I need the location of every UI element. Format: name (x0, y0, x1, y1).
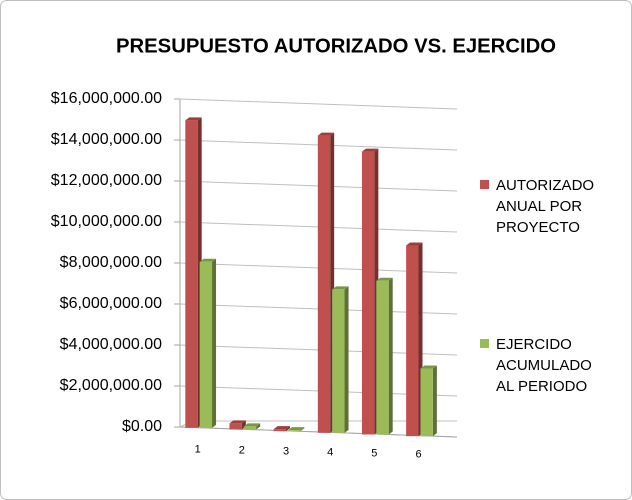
y-tick-label: $2,000,000.00 (60, 377, 162, 394)
bar-side (256, 423, 261, 430)
bar (185, 120, 198, 428)
y-tick-label: $8,000,000.00 (60, 254, 162, 271)
bar (273, 429, 286, 432)
y-tick-label: $0.00 (122, 418, 162, 435)
bar (288, 430, 301, 432)
y-tick-label: $6,000,000.00 (60, 295, 162, 312)
y-tick-label: $14,000,000.00 (51, 131, 162, 148)
bar-side (432, 365, 437, 437)
bar (332, 289, 345, 433)
bar-top (229, 420, 246, 424)
bar (199, 261, 213, 428)
legend-item: EJERCIDO ACUMULADO AL PERIODO (480, 334, 610, 397)
bar (376, 280, 389, 435)
grid-line (179, 98, 458, 110)
bar-side (344, 286, 349, 433)
bar (243, 426, 257, 430)
x-tick-label: 1 (195, 443, 201, 455)
bar-top (243, 423, 261, 427)
bar-top (185, 117, 202, 121)
x-tick-label: 3 (283, 445, 289, 457)
chart-title: PRESUPUESTO AUTORIZADO VS. EJERCIDO (116, 35, 556, 57)
bar-top (288, 427, 305, 431)
bar-top (317, 132, 335, 136)
x-tick-label: 5 (371, 447, 377, 459)
legend-item: AUTORIZADO ANUAL POR PROYECTO (480, 175, 610, 238)
bar (317, 135, 331, 433)
bar (229, 423, 242, 430)
bar-side (300, 427, 305, 432)
bar-top (406, 242, 423, 246)
bar (420, 368, 433, 437)
bar (406, 245, 419, 437)
x-tick-label: 6 (415, 448, 421, 460)
y-tick-label: $4,000,000.00 (60, 336, 162, 353)
legend-swatch (480, 339, 489, 348)
bar-top (199, 258, 217, 262)
bar-side (212, 258, 217, 428)
y-tick-label: $16,000,000.00 (51, 90, 162, 107)
x-tick-label: 2 (239, 444, 245, 456)
bar-top (361, 148, 379, 152)
bar (361, 151, 375, 435)
y-tick-label: $10,000,000.00 (51, 213, 162, 230)
bar-side (286, 426, 290, 432)
legend-label: EJERCIDO ACUMULADO AL PERIODO (496, 336, 592, 395)
x-tick-label: 4 (327, 446, 333, 458)
bar-top (332, 286, 349, 290)
bar-side (388, 277, 393, 435)
bar-top (376, 277, 393, 281)
legend-label: AUTORIZADO ANUAL POR PROYECTO (496, 177, 595, 236)
bar-top (420, 365, 437, 369)
legend-swatch (480, 180, 489, 189)
y-tick-label: $12,000,000.00 (51, 172, 162, 189)
bar-top (273, 426, 290, 430)
